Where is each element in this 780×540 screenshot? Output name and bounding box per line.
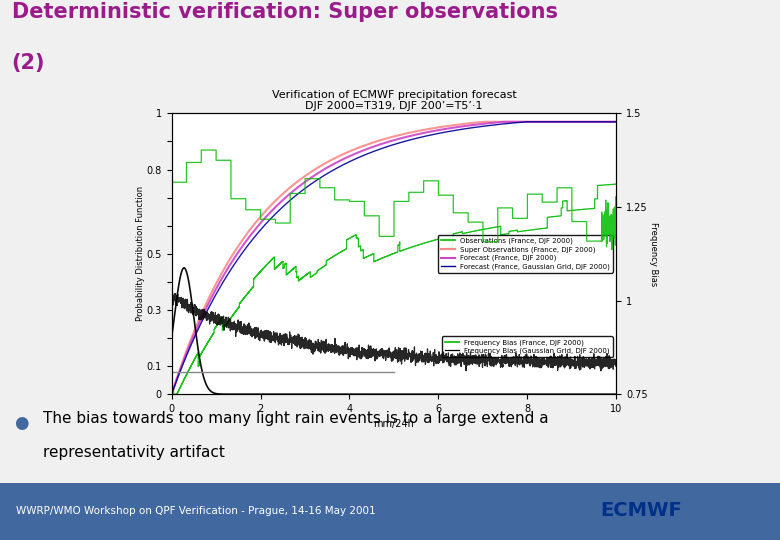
Legend: Frequency Bias (France, DJF 2000), Frequency Bias (Gaussian Grid, DJF 2000): Frequency Bias (France, DJF 2000), Frequ… bbox=[442, 336, 613, 357]
Text: Deterministic verification: Super observations: Deterministic verification: Super observ… bbox=[12, 2, 558, 22]
Y-axis label: Frequency Bias: Frequency Bias bbox=[649, 222, 658, 286]
Text: ECMWF: ECMWF bbox=[601, 501, 682, 520]
Title: Verification of ECMWF precipitation forecast
DJF 2000=T319, DJF 200’=T5’·1: Verification of ECMWF precipitation fore… bbox=[271, 90, 516, 111]
Text: WWRP/WMO Workshop on QPF Verification - Prague, 14-16 May 2001: WWRP/WMO Workshop on QPF Verification - … bbox=[16, 505, 375, 516]
Text: ●: ● bbox=[14, 414, 29, 431]
Y-axis label: Probability Distribution Function: Probability Distribution Function bbox=[136, 186, 145, 321]
Text: (2): (2) bbox=[12, 53, 45, 73]
X-axis label: mm/24h: mm/24h bbox=[374, 420, 414, 429]
Text: The bias towards too many light rain events is to a large extend a: The bias towards too many light rain eve… bbox=[43, 411, 548, 427]
Text: representativity artifact: representativity artifact bbox=[43, 445, 225, 460]
